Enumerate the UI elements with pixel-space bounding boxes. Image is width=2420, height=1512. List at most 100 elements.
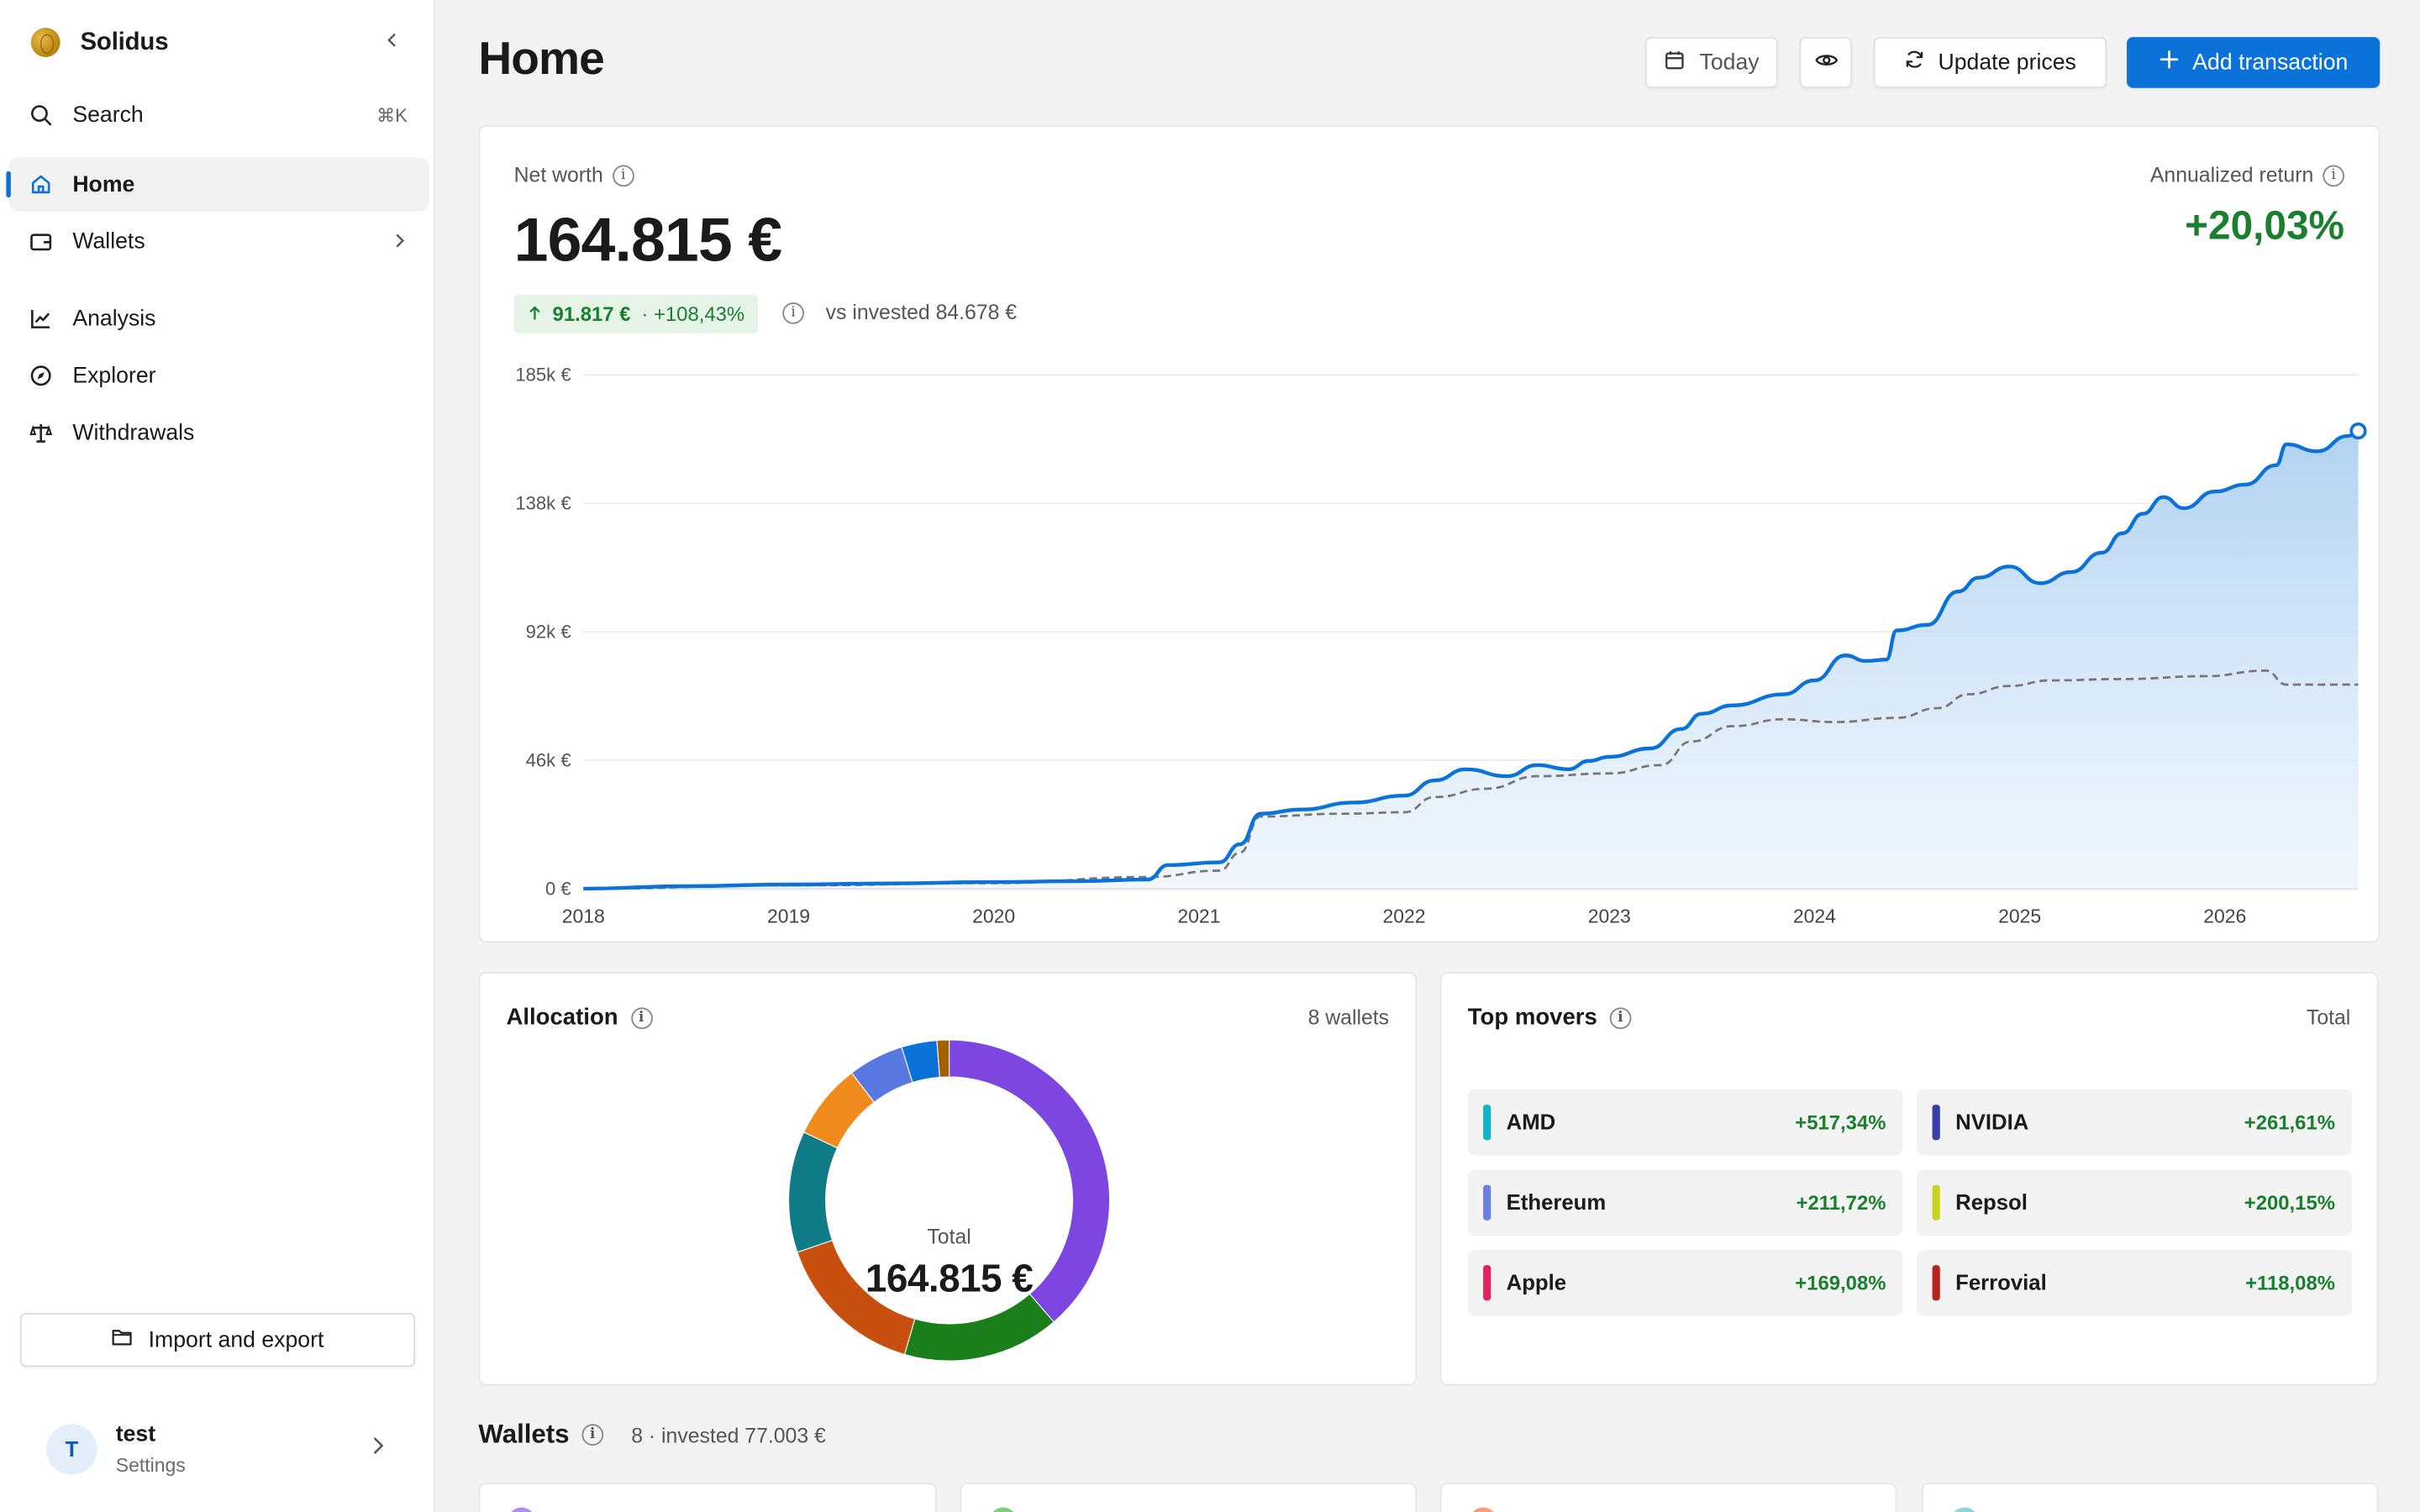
invested-line xyxy=(583,669,2359,890)
annualized-label-row: Annualized return i xyxy=(2150,164,2344,186)
info-icon[interactable]: i xyxy=(1609,1006,1632,1029)
gain-badge: 91.817 € · +108,43% xyxy=(513,294,759,333)
x-tick-label: 2018 xyxy=(562,905,605,927)
annualized-value: +20,03% xyxy=(2185,202,2344,249)
x-tick-label: 2026 xyxy=(2203,905,2246,927)
update-prices-button[interactable]: Update prices xyxy=(1873,37,2107,88)
mover-item[interactable]: AMD +517,34% xyxy=(1467,1089,1903,1156)
y-tick-label: 185k € xyxy=(515,365,571,386)
donut-slice[interactable] xyxy=(949,1039,1111,1323)
mover-percent: +200,15% xyxy=(2244,1190,2335,1215)
home-icon xyxy=(28,172,52,197)
mover-name: Repsol xyxy=(1955,1189,2028,1215)
user-settings-row[interactable]: T test Settings xyxy=(9,1404,426,1494)
allocation-title-row: Allocation i xyxy=(506,1004,653,1031)
folder-icon xyxy=(112,1327,134,1353)
top-movers-card: Top movers i Total AMD +517,34% NVIDIA +… xyxy=(1439,972,2379,1386)
plus-icon xyxy=(2159,50,2179,76)
allocation-count: 8 wallets xyxy=(1307,1005,1390,1030)
x-tick-label: 2023 xyxy=(1588,905,1631,927)
y-tick-label: 0 € xyxy=(545,878,571,899)
x-tick-label: 2024 xyxy=(1793,905,1836,927)
info-icon[interactable]: i xyxy=(2323,164,2344,186)
mover-item[interactable]: Ethereum +211,72% xyxy=(1467,1169,1903,1236)
import-export-button[interactable]: Import and export xyxy=(19,1313,416,1368)
mover-name: Ferrovial xyxy=(1955,1269,2047,1295)
top-movers-title-row: Top movers i xyxy=(1468,1005,1632,1031)
top-movers-title: Top movers xyxy=(1467,1004,1597,1031)
info-icon[interactable]: i xyxy=(630,1006,653,1029)
donut-center-label: Total xyxy=(927,1225,971,1248)
search-icon xyxy=(28,102,52,127)
mover-item[interactable]: Apple +169,08% xyxy=(1467,1249,1903,1316)
date-picker-button[interactable]: Today xyxy=(1644,37,1778,88)
net-worth-chart[interactable]: 0 € 46k € 92k € 138k € 185k € 2018 2019 2020 202… xyxy=(480,127,2381,944)
wallet-avatar xyxy=(1950,1507,1979,1512)
mover-percent: +517,34% xyxy=(1795,1110,1886,1134)
page-title: Home xyxy=(478,34,604,86)
search-button[interactable]: Search ⌘K xyxy=(9,88,429,142)
net-worth-card: Net worth i 164.815 € 91.817 € · +108,43… xyxy=(478,124,2381,944)
sidebar: Solidus Search ⌘K Home Wallets Analysis xyxy=(0,0,435,1512)
update-prices-label: Update prices xyxy=(1938,50,2076,76)
mover-color-bar xyxy=(1483,1105,1491,1141)
wallet-card[interactable] xyxy=(1439,1483,1897,1512)
wallet-icon xyxy=(28,229,52,254)
wallet-card[interactable] xyxy=(478,1483,937,1512)
net-worth-value: 164.815 € xyxy=(513,207,783,275)
mover-item[interactable]: Ferrovial +118,08% xyxy=(1917,1249,2353,1316)
mover-percent: +169,08% xyxy=(1795,1271,1886,1295)
import-export-label: Import and export xyxy=(148,1327,324,1352)
wallet-avatar xyxy=(989,1507,1018,1512)
net-worth-area xyxy=(583,431,2359,889)
mover-percent: +261,61% xyxy=(2244,1110,2335,1134)
sidebar-item-withdrawals[interactable]: Withdrawals xyxy=(9,406,429,459)
add-transaction-label: Add transaction xyxy=(2192,50,2349,76)
wallet-card[interactable] xyxy=(960,1483,1418,1512)
collapse-sidebar-icon[interactable] xyxy=(380,31,404,55)
mover-percent: +118,08% xyxy=(2245,1271,2335,1295)
mover-name: NVIDIA xyxy=(1955,1109,2029,1134)
y-tick-label: 46k € xyxy=(526,749,571,770)
sidebar-item-explorer[interactable]: Explorer xyxy=(9,349,429,402)
info-icon[interactable]: i xyxy=(581,1424,603,1446)
gain-percent: · +108,43% xyxy=(641,302,745,326)
sidebar-item-label: Analysis xyxy=(72,306,156,331)
wallet-card[interactable] xyxy=(1921,1483,2379,1512)
sidebar-item-wallets[interactable]: Wallets xyxy=(9,214,429,268)
donut-slice[interactable] xyxy=(936,1039,950,1079)
wallets-summary: 8 · invested 77.003 € xyxy=(631,1424,826,1447)
wallet-avatar xyxy=(508,1507,536,1512)
donut-slice[interactable] xyxy=(903,1293,1055,1362)
allocation-donut[interactable]: Total 164.815 € xyxy=(787,1038,1112,1362)
mover-color-bar xyxy=(1483,1265,1491,1301)
compass-icon xyxy=(28,364,52,388)
gain-amount: 91.817 € xyxy=(552,302,631,326)
refresh-icon xyxy=(1904,50,1924,76)
brand-logo-icon xyxy=(30,28,60,57)
top-movers-range[interactable]: Total xyxy=(2306,1005,2351,1030)
sidebar-item-home[interactable]: Home xyxy=(6,157,429,212)
scale-icon xyxy=(28,421,52,445)
mover-color-bar xyxy=(1932,1265,1940,1301)
toggle-visibility-button[interactable] xyxy=(1799,37,1853,88)
x-tick-label: 2025 xyxy=(1998,905,2041,927)
info-icon[interactable]: i xyxy=(612,164,634,186)
info-icon[interactable]: i xyxy=(782,302,804,324)
sidebar-item-label: Explorer xyxy=(72,363,156,388)
mover-item[interactable]: Repsol +200,15% xyxy=(1917,1169,2353,1236)
date-label: Today xyxy=(1699,50,1760,76)
wallets-title: Wallets xyxy=(478,1419,570,1449)
mover-color-bar xyxy=(1932,1105,1940,1141)
net-worth-endpoint xyxy=(2349,422,2367,440)
add-transaction-button[interactable]: Add transaction xyxy=(2127,37,2381,88)
wallet-avatar xyxy=(1469,1507,1497,1512)
y-tick-label: 138k € xyxy=(515,493,571,514)
allocation-title: Allocation xyxy=(506,1004,618,1031)
sidebar-item-analysis[interactable]: Analysis xyxy=(9,291,429,345)
mover-item[interactable]: NVIDIA +261,61% xyxy=(1917,1089,2353,1156)
brand[interactable]: Solidus xyxy=(30,28,169,57)
search-label: Search xyxy=(72,102,144,128)
brand-name: Solidus xyxy=(80,28,169,55)
avatar: T xyxy=(46,1423,97,1474)
